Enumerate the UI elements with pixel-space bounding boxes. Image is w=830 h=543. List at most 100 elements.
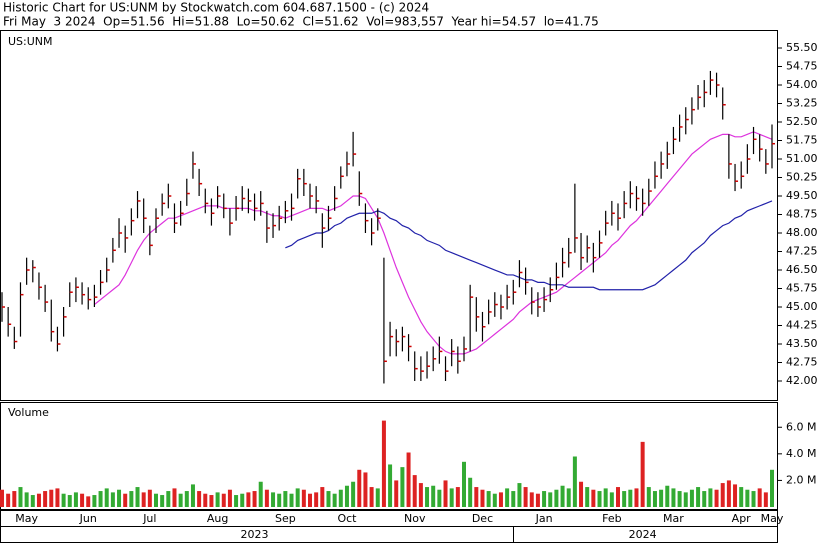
volume-bar bbox=[184, 491, 189, 507]
volume-bar bbox=[375, 488, 380, 507]
volume-bar bbox=[381, 420, 386, 507]
y-tick-label: 42.00 bbox=[786, 374, 818, 387]
x-tick-label: Aug bbox=[207, 512, 228, 525]
volume-bar bbox=[597, 491, 602, 507]
y-tick-label: 42.75 bbox=[786, 356, 818, 369]
y-tick-label: 54.00 bbox=[786, 78, 818, 91]
volume-bar bbox=[394, 480, 399, 507]
volume-bar bbox=[646, 487, 651, 507]
volume-bar bbox=[30, 495, 35, 507]
x-tick-label: Apr bbox=[732, 512, 752, 525]
volume-bar bbox=[579, 481, 584, 507]
volume-bar bbox=[763, 492, 768, 507]
volume-bar bbox=[739, 487, 744, 507]
y-tick-label: 48.00 bbox=[786, 226, 818, 239]
volume-bar bbox=[295, 488, 300, 507]
volume-bar bbox=[616, 487, 620, 507]
volume-bar bbox=[61, 493, 66, 507]
volume-bar bbox=[92, 495, 97, 507]
y-tick-label: 53.25 bbox=[786, 97, 818, 110]
volume-bar bbox=[332, 493, 337, 507]
volume-bar bbox=[246, 492, 251, 507]
volume-bar bbox=[585, 487, 590, 507]
volume-bar bbox=[104, 488, 109, 507]
volume-bar bbox=[117, 489, 122, 507]
volume-bar bbox=[73, 492, 78, 507]
volume-bar bbox=[511, 491, 516, 507]
volume-bar bbox=[671, 488, 676, 507]
volume-bar bbox=[418, 483, 423, 507]
y-tick-label: 48.75 bbox=[786, 208, 818, 221]
volume-bar bbox=[566, 488, 571, 507]
x-tick-label: Mar bbox=[663, 512, 684, 525]
volume-bar bbox=[320, 487, 325, 507]
volume-bar bbox=[240, 493, 245, 507]
x-tick-label: Nov bbox=[404, 512, 426, 525]
x-tick-label: May bbox=[761, 512, 784, 525]
volume-bar bbox=[640, 441, 645, 507]
volume-bar bbox=[455, 487, 460, 507]
volume-bar bbox=[535, 493, 540, 507]
volume-bar bbox=[123, 493, 128, 507]
volume-bar bbox=[492, 493, 497, 507]
volume-bar bbox=[141, 492, 146, 507]
y2-tick-label: 4.0 M bbox=[786, 447, 816, 460]
volume-bar bbox=[172, 488, 177, 507]
volume-bar bbox=[221, 493, 226, 507]
volume-bar bbox=[49, 489, 54, 507]
volume-bar bbox=[474, 487, 479, 507]
y-tick-label: 46.50 bbox=[786, 263, 818, 276]
volume-bar bbox=[702, 491, 707, 507]
y-tick-label: 54.75 bbox=[786, 60, 818, 73]
volume-bar bbox=[720, 483, 725, 507]
x-tick-label: Jan bbox=[535, 512, 553, 525]
moving-average bbox=[285, 200, 773, 291]
volume-bar bbox=[757, 488, 762, 507]
volume-bar bbox=[135, 487, 140, 507]
volume-bar bbox=[726, 480, 731, 507]
volume-bar bbox=[6, 493, 11, 507]
volume-bar bbox=[591, 489, 596, 507]
volume-bar bbox=[751, 491, 756, 507]
volume-bar bbox=[252, 491, 257, 507]
volume-bar bbox=[523, 487, 528, 507]
y2-tick-label: 6.0 M bbox=[786, 420, 816, 433]
volume-bar bbox=[166, 491, 171, 507]
y-tick-label: 55.50 bbox=[786, 41, 818, 54]
volume-bar bbox=[572, 456, 577, 507]
volume-bar bbox=[505, 488, 510, 507]
x-tick-label: Feb bbox=[602, 512, 621, 525]
volume-bar bbox=[412, 475, 417, 507]
volume-bar bbox=[406, 452, 411, 507]
chart-title: Historic Chart for US:UNM by Stockwatch.… bbox=[3, 1, 429, 15]
volume-bar bbox=[289, 493, 294, 507]
volume-bar bbox=[326, 491, 331, 507]
volume-bar bbox=[55, 488, 60, 507]
volume-bar bbox=[431, 485, 436, 507]
y-tick-label: 49.50 bbox=[786, 189, 818, 202]
volume-bar bbox=[314, 492, 319, 507]
x-tick-label: Sep bbox=[275, 512, 296, 525]
volume-bar bbox=[98, 491, 103, 507]
y2-tick-label: 2.0 M bbox=[786, 473, 816, 486]
volume-bar bbox=[634, 488, 639, 507]
volume-bar bbox=[258, 481, 263, 507]
y-tick-label: 50.25 bbox=[786, 171, 818, 184]
volume-bar bbox=[36, 493, 41, 507]
volume-bar bbox=[283, 491, 288, 507]
volume-bar bbox=[468, 477, 473, 507]
volume-bar bbox=[197, 491, 202, 507]
y-tick-label: 43.50 bbox=[786, 337, 818, 350]
volume-bar bbox=[745, 489, 750, 507]
volume-bar bbox=[733, 484, 738, 507]
volume-bar bbox=[203, 493, 208, 507]
x-tick-label: Jul bbox=[142, 512, 156, 525]
volume-bar bbox=[160, 495, 165, 507]
y-tick-label: 51.00 bbox=[786, 152, 818, 165]
volume-bar bbox=[609, 492, 614, 507]
x-tick-label: May bbox=[15, 512, 38, 525]
volume-bar bbox=[190, 484, 195, 507]
volume-bar bbox=[652, 491, 657, 507]
volume-bar bbox=[67, 495, 72, 507]
volume-bar bbox=[43, 491, 48, 507]
